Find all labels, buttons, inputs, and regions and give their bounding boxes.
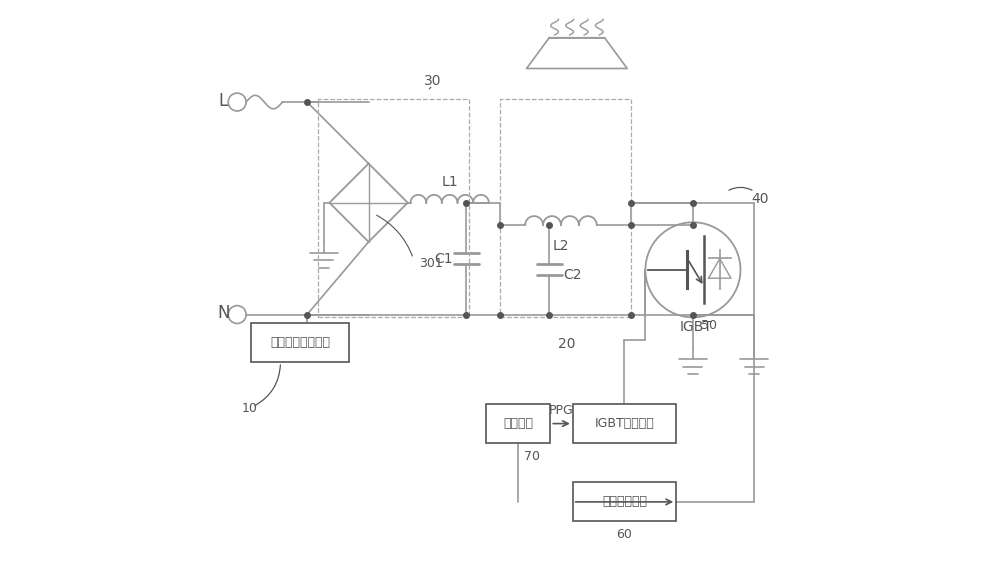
Bar [318,99,469,318]
Text: 10: 10 [241,402,257,415]
Text: 电压过零检测单元: 电压过零检测单元 [270,336,330,349]
Text: 30: 30 [424,74,442,88]
Text: C2: C2 [563,269,582,283]
Text: 70: 70 [524,450,540,463]
Text: N: N [217,305,229,323]
Text: L2: L2 [553,239,569,253]
Text: IGBT驱动单元: IGBT驱动单元 [595,417,654,430]
Text: L1: L1 [441,175,458,189]
Text: PPG: PPG [549,404,574,416]
Bar [573,482,676,522]
Text: 20: 20 [558,337,576,351]
Text: 主控芯片: 主控芯片 [503,417,533,430]
Bar [251,323,349,362]
Text: L: L [219,92,228,110]
Bar [486,404,550,443]
Text: 驱动变压单元: 驱动变压单元 [602,495,647,509]
Text: 50: 50 [701,319,717,332]
Text: 301: 301 [419,257,443,270]
Bar [500,99,631,318]
Text: 40: 40 [751,192,769,206]
Text: 60: 60 [616,528,632,541]
Text: C1: C1 [434,252,452,266]
Bar [573,404,676,443]
Text: IGBT: IGBT [679,320,712,334]
